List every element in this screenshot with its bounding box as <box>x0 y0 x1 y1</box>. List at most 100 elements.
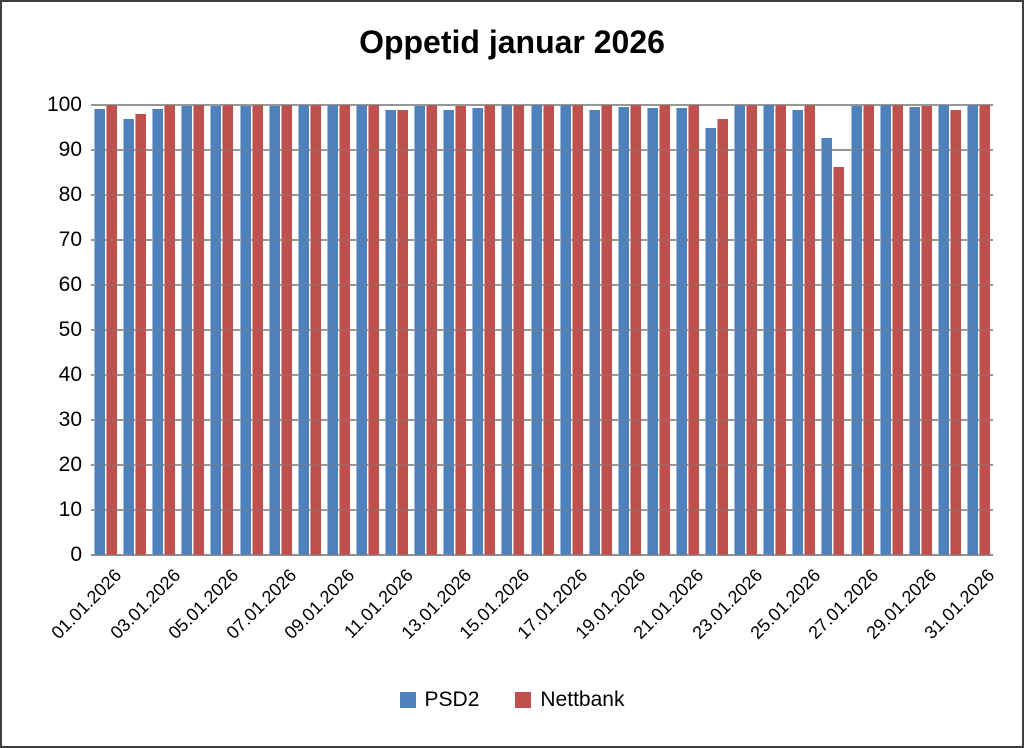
bar-psd2-06.01.2026 <box>239 106 251 555</box>
bar-nettbank-18.01.2026 <box>600 105 612 555</box>
bar-psd2-08.01.2026 <box>297 105 309 555</box>
bar-psd2-09.01.2026 <box>326 105 338 555</box>
gridline-50 <box>91 329 993 331</box>
legend-item-psd2: PSD2 <box>399 688 480 712</box>
y-tick-label-60: 60 <box>58 273 82 296</box>
bar-nettbank-21.01.2026 <box>687 105 699 555</box>
nettbank-swatch-icon <box>515 692 532 708</box>
gridline-90 <box>91 149 993 151</box>
gridline-overlay-100 <box>91 104 993 106</box>
bar-psd2-25.01.2026 <box>792 110 804 555</box>
bar-psd2-05.01.2026 <box>210 105 222 555</box>
bar-psd2-17.01.2026 <box>559 105 571 555</box>
bar-nettbank-15.01.2026 <box>513 105 525 555</box>
bar-psd2-20.01.2026 <box>646 107 658 555</box>
bar-nettbank-28.01.2026 <box>891 105 903 555</box>
bar-nettbank-20.01.2026 <box>658 105 670 555</box>
y-tick-label-10: 10 <box>58 498 82 521</box>
y-tick-label-100: 100 <box>46 93 82 116</box>
y-tick-label-40: 40 <box>58 363 82 386</box>
bar-psd2-01.01.2026 <box>94 108 106 555</box>
bar-nettbank-08.01.2026 <box>309 105 321 555</box>
bar-psd2-15.01.2026 <box>501 105 513 555</box>
bar-nettbank-17.01.2026 <box>571 105 583 555</box>
gridline-70 <box>91 239 993 241</box>
bar-psd2-02.01.2026 <box>123 119 135 555</box>
legend-item-nettbank: Nettbank <box>515 688 624 712</box>
bar-psd2-30.01.2026 <box>937 105 949 555</box>
gridline-overlay-40 <box>91 374 993 376</box>
gridline-30 <box>91 419 993 421</box>
bar-psd2-12.01.2026 <box>414 106 426 555</box>
bar-psd2-29.01.2026 <box>908 107 920 555</box>
gridline-overlay-20 <box>91 464 993 466</box>
bar-nettbank-29.01.2026 <box>920 106 932 555</box>
bar-nettbank-24.01.2026 <box>775 105 787 555</box>
bar-psd2-22.01.2026 <box>705 128 717 555</box>
bar-psd2-28.01.2026 <box>879 105 891 555</box>
legend: PSD2 Nettbank <box>2 688 1022 712</box>
bar-psd2-11.01.2026 <box>385 109 397 555</box>
bar-nettbank-06.01.2026 <box>251 105 263 555</box>
bar-nettbank-12.01.2026 <box>426 105 438 555</box>
bar-nettbank-16.01.2026 <box>542 105 554 555</box>
gridline-overlay-10 <box>91 509 993 511</box>
bar-psd2-27.01.2026 <box>850 105 862 555</box>
gridline-100 <box>91 104 993 106</box>
gridline-overlay-30 <box>91 419 993 421</box>
gridline-overlay-50 <box>91 329 993 331</box>
bar-nettbank-23.01.2026 <box>746 105 758 555</box>
gridline-overlay-90 <box>91 149 993 151</box>
bar-nettbank-09.01.2026 <box>338 105 350 555</box>
bar-nettbank-03.01.2026 <box>164 105 176 555</box>
bar-nettbank-11.01.2026 <box>397 109 409 555</box>
bar-nettbank-02.01.2026 <box>135 114 147 555</box>
bar-psd2-03.01.2026 <box>152 108 164 555</box>
gridline-80 <box>91 194 993 196</box>
bar-nettbank-22.01.2026 <box>717 118 729 555</box>
bar-psd2-31.01.2026 <box>966 105 978 555</box>
bar-psd2-23.01.2026 <box>734 105 746 555</box>
bar-nettbank-26.01.2026 <box>833 167 845 555</box>
bar-psd2-26.01.2026 <box>821 137 833 555</box>
chart-title: Oppetid januar 2026 <box>359 24 665 60</box>
bar-psd2-24.01.2026 <box>763 105 775 555</box>
gridline-overlay-70 <box>91 239 993 241</box>
bar-nettbank-07.01.2026 <box>280 105 292 555</box>
bar-psd2-04.01.2026 <box>181 105 193 555</box>
bar-nettbank-04.01.2026 <box>193 105 205 555</box>
gridline-overlay-80 <box>91 194 993 196</box>
gridline-60 <box>91 284 993 286</box>
bar-psd2-19.01.2026 <box>617 106 629 555</box>
bar-nettbank-30.01.2026 <box>949 109 961 555</box>
gridline-40 <box>91 374 993 376</box>
bar-nettbank-14.01.2026 <box>484 105 496 555</box>
bar-psd2-18.01.2026 <box>588 109 600 555</box>
gridline-overlay-60 <box>91 284 993 286</box>
y-tick-label-50: 50 <box>58 318 82 341</box>
bar-psd2-13.01.2026 <box>443 109 455 555</box>
bar-nettbank-31.01.2026 <box>978 105 990 555</box>
psd2-swatch-icon <box>399 692 416 708</box>
gridline-10 <box>91 509 993 511</box>
y-tick-label-20: 20 <box>58 453 82 476</box>
bar-nettbank-19.01.2026 <box>629 105 641 555</box>
bar-psd2-16.01.2026 <box>530 105 542 555</box>
y-tick-label-80: 80 <box>58 183 82 206</box>
y-tick-label-70: 70 <box>58 228 82 251</box>
bar-psd2-14.01.2026 <box>472 108 484 555</box>
y-tick-label-30: 30 <box>58 408 82 431</box>
bar-psd2-21.01.2026 <box>675 107 687 555</box>
y-tick-label-0: 0 <box>70 543 82 566</box>
bar-nettbank-01.01.2026 <box>106 105 118 555</box>
y-tick-label-90: 90 <box>58 138 82 161</box>
bar-psd2-07.01.2026 <box>268 106 280 555</box>
bar-nettbank-27.01.2026 <box>862 105 874 555</box>
bar-nettbank-10.01.2026 <box>367 105 379 555</box>
bar-nettbank-13.01.2026 <box>455 105 467 555</box>
bar-psd2-10.01.2026 <box>355 105 367 555</box>
bar-nettbank-25.01.2026 <box>804 105 816 555</box>
gridline-0 <box>91 554 993 556</box>
legend-label-psd2: PSD2 <box>424 688 480 711</box>
